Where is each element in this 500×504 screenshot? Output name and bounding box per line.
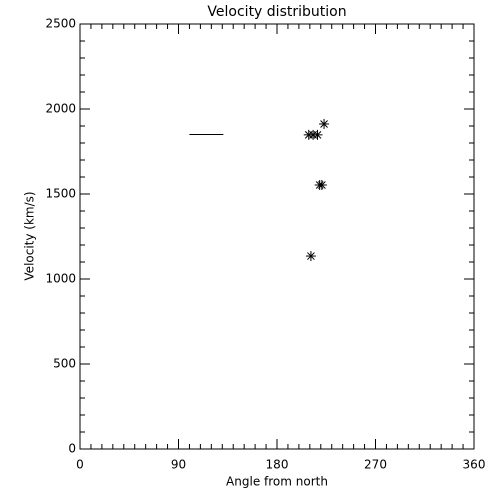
asterisk-point [305, 251, 316, 262]
y-tick-label: 0 [68, 442, 76, 456]
y-axis-label: Velocity (km/s) [23, 191, 37, 280]
x-axis-label: Angle from north [226, 475, 328, 489]
asterisk-point [316, 179, 327, 190]
x-tick-label: 270 [364, 458, 387, 472]
asterisk-stroke [320, 120, 328, 128]
y-tick-label: 2000 [45, 102, 76, 116]
asterisk-stroke [318, 181, 326, 189]
x-tick-label: 90 [171, 458, 186, 472]
x-tick-label: 360 [463, 458, 486, 472]
y-tick-label: 1500 [45, 187, 76, 201]
x-tick-label: 0 [76, 458, 84, 472]
x-tick-label: 180 [266, 458, 289, 472]
chart-title: Velocity distribution [207, 4, 346, 20]
asterisk-point [319, 118, 330, 129]
asterisk-stroke [307, 252, 315, 260]
asterisk-point [312, 129, 323, 140]
asterisk-stroke [313, 130, 322, 139]
y-tick-label: 1000 [45, 272, 76, 286]
y-tick-label: 2500 [45, 17, 76, 31]
y-tick-label: 500 [53, 357, 76, 371]
plot-frame [79, 23, 475, 450]
